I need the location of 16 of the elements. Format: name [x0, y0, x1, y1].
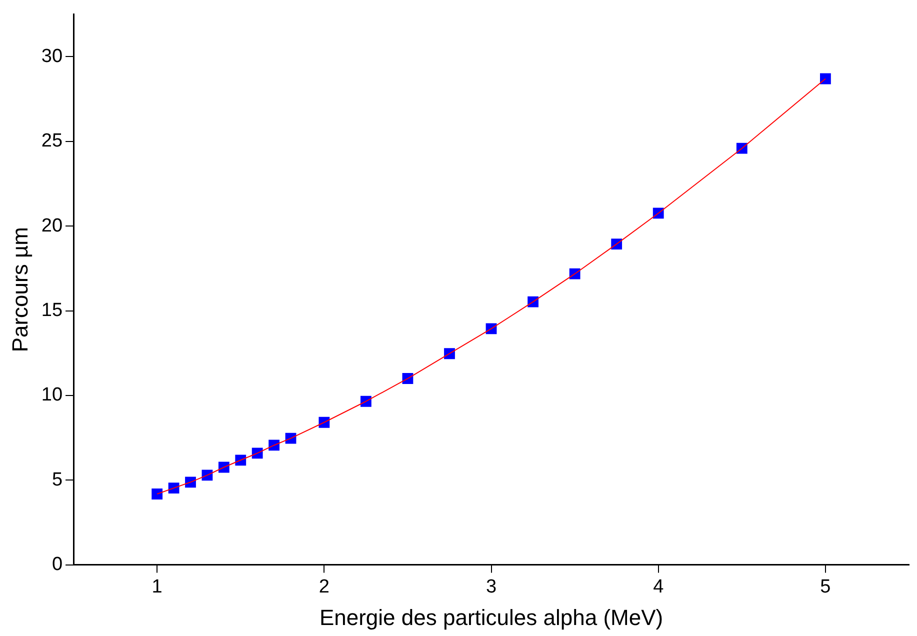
x-tick-label: 5: [820, 576, 831, 598]
y-tick-label: 15: [41, 300, 63, 322]
y-axis-title: Parcours µm: [7, 227, 32, 352]
point: [152, 488, 163, 500]
y-tick-label: 20: [41, 215, 63, 236]
y-tick-label: 0: [52, 554, 63, 576]
y-tick-label: 5: [52, 469, 63, 490]
point: [820, 73, 831, 84]
x-tick-label: 1: [152, 576, 162, 598]
x-tick-label: 2: [318, 576, 330, 598]
x-axis-title: Energie des particules alpha (MeV): [319, 604, 664, 630]
y-tick-label: 10: [41, 384, 63, 406]
y-tick-label: 25: [41, 130, 63, 152]
x-tick-label: 3: [486, 576, 497, 598]
y-tick-label: 30: [41, 46, 63, 67]
x-tick-label: 4: [653, 576, 664, 598]
